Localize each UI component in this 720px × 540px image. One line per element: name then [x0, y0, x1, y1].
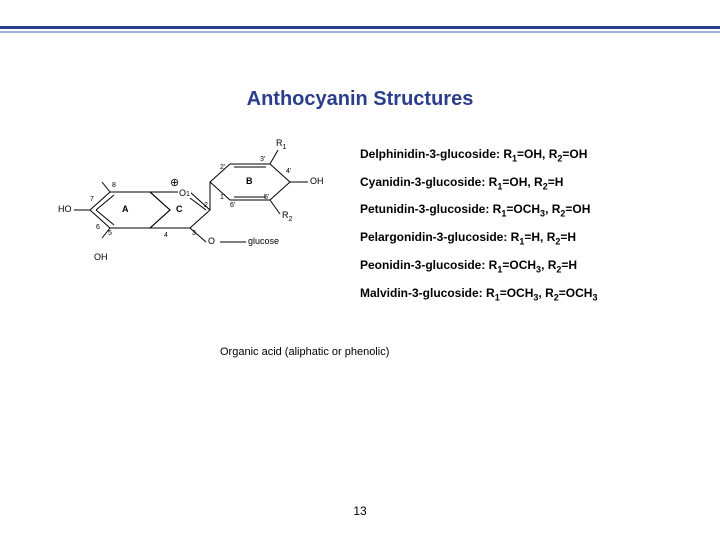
compound-row: Delphinidin-3-glucoside: R1=OH, R2=OH — [360, 148, 700, 164]
label-ring-c: C — [176, 204, 183, 214]
label-oh-4prime: OH — [310, 176, 324, 186]
pos-4: 4 — [164, 232, 168, 239]
pos-5: 5 — [108, 230, 112, 237]
label-ho-7: HO — [58, 204, 72, 214]
organic-acid-caption: Organic acid (aliphatic or phenolic) — [220, 346, 389, 358]
pos-5p: 5' — [264, 194, 269, 201]
pos-3p: 3' — [260, 156, 265, 163]
top-band-dark — [0, 26, 720, 29]
label-o-ring: O1 — [178, 188, 191, 198]
pos-2: 2 — [204, 202, 208, 209]
compound-row: Malvidin-3-glucoside: R1=OCH3, R2=OCH3 — [360, 287, 700, 303]
label-glucose: glucose — [248, 236, 279, 246]
top-band-light — [0, 31, 720, 33]
label-ring-b: B — [246, 176, 253, 186]
compound-row: Peonidin-3-glucoside: R1=OCH3, R2=H — [360, 259, 700, 275]
page-number: 13 — [0, 504, 720, 518]
label-r2: R2 — [282, 210, 292, 223]
pos-6p: 6' — [230, 202, 235, 209]
pos-3: 3 — [192, 230, 196, 237]
compound-list: Delphinidin-3-glucoside: R1=OH, R2=OH Cya… — [360, 148, 700, 314]
pos-6: 6 — [96, 224, 100, 231]
label-o-glucose: O — [208, 236, 215, 246]
pos-2p: 2' — [220, 164, 225, 171]
label-ring-a: A — [122, 204, 129, 214]
bond-8 — [102, 182, 110, 192]
label-r1: R1 — [276, 138, 286, 151]
pos-4p: 4' — [286, 168, 291, 175]
compound-row: Petunidin-3-glucoside: R1=OCH3, R2=OH — [360, 203, 700, 219]
compound-row: Pelargonidin-3-glucoside: R1=H, R2=H — [360, 231, 700, 247]
compound-row: Cyanidin-3-glucoside: R1=OH, R2=H — [360, 176, 700, 192]
bond-r2 — [270, 200, 280, 214]
structure-svg — [60, 132, 320, 312]
pos-7: 7 — [90, 196, 94, 203]
ring-a-hex — [90, 192, 170, 228]
pos-8: 8 — [112, 182, 116, 189]
anthocyanin-structure-diagram: R1 OH R2 HO ⊕ O1 A C B O glucose OH 2 3 … — [60, 132, 320, 312]
label-oh-5: OH — [94, 252, 108, 262]
slide-page: Anthocyanin Structures — [0, 0, 720, 540]
page-title: Anthocyanin Structures — [0, 88, 720, 111]
pos-1p: 1' — [220, 194, 225, 201]
bond-r1 — [270, 150, 278, 164]
